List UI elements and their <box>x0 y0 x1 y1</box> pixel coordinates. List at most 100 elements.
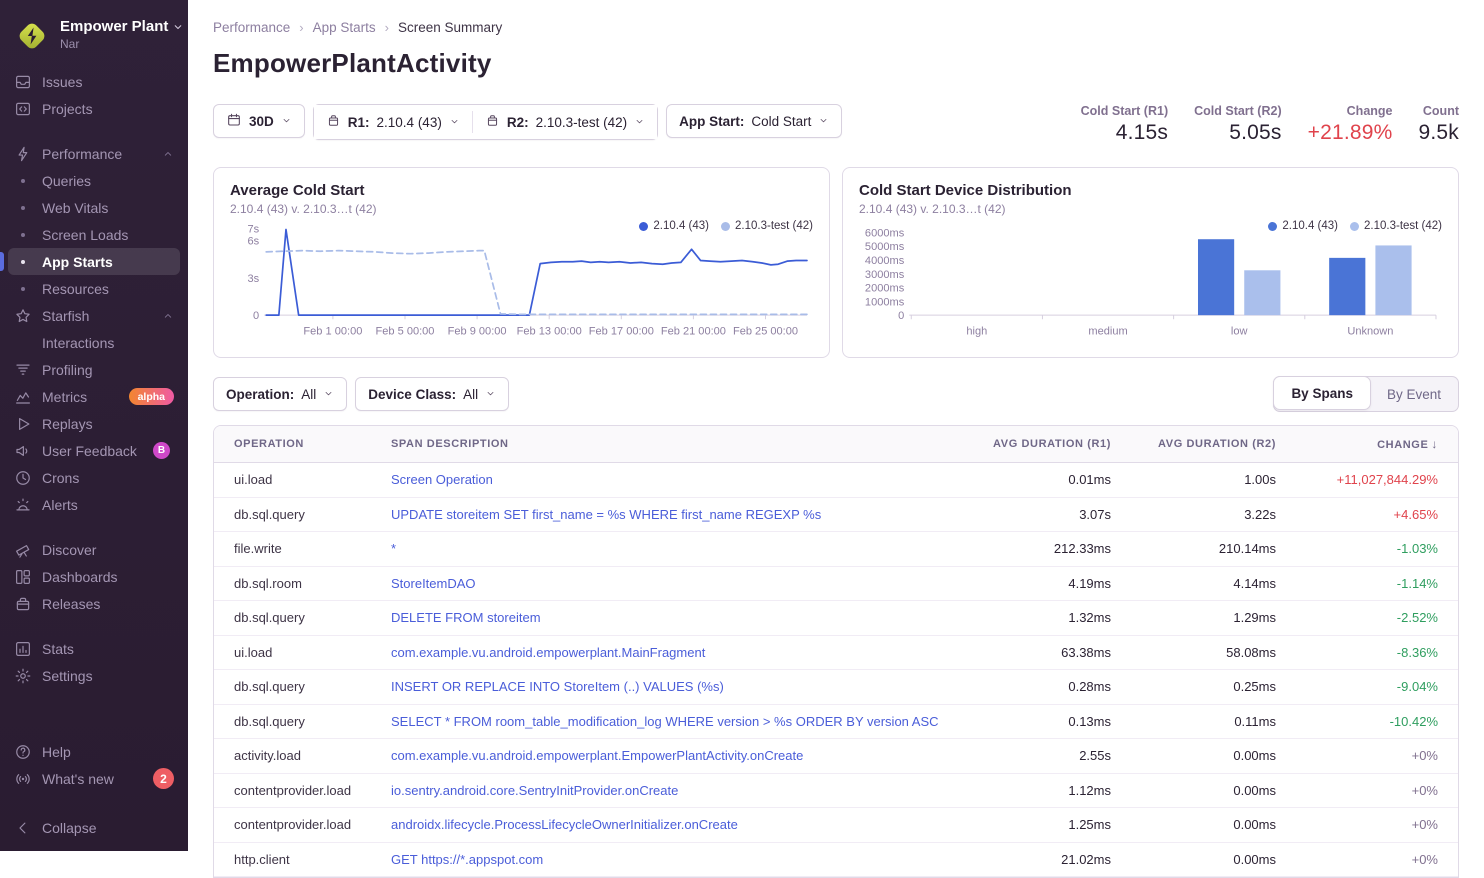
sidebar-item-dashboards[interactable]: Dashboards <box>0 563 188 590</box>
table-row[interactable]: ui.load Screen Operation 0.01ms 1.00s +11,02… <box>214 463 1458 498</box>
cell-avg-duration-r1: 3.07s <box>1079 506 1111 522</box>
metrics-icon <box>16 391 30 404</box>
release-r2-button[interactable]: R2: 2.10.3-test (42) <box>472 105 658 139</box>
release-r1-button[interactable]: R1: 2.10.4 (43) <box>313 105 472 139</box>
legend-item[interactable]: 2.10.4 (43) <box>639 220 709 232</box>
sidebar-item-metrics[interactable]: Metrics alpha <box>0 383 188 410</box>
table-row[interactable]: contentprovider.load io.sentry.android.co… <box>214 773 1458 808</box>
badge-alpha: alpha <box>128 388 174 405</box>
sidebar-item-starfish[interactable]: Starfish <box>0 302 188 329</box>
legend-item[interactable]: 2.10.4 (43) <box>1268 220 1338 232</box>
column-header-operation[interactable]: OPERATION <box>214 438 381 450</box>
sidebar-item-collapse[interactable]: Collapse <box>0 814 188 841</box>
cell-span-description-link[interactable]: Screen Operation <box>391 472 493 488</box>
cell-span-description-link[interactable]: com.example.vu.android.empowerplant.Empo… <box>391 748 804 764</box>
legend-item[interactable]: 2.10.3-test (42) <box>721 220 813 232</box>
cell-avg-duration-r1: 1.32ms <box>1068 610 1111 626</box>
svg-text:Feb 13 00:00: Feb 13 00:00 <box>517 326 582 338</box>
column-header-avg-duration-r1-[interactable]: AVG DURATION (R1) <box>961 438 1121 450</box>
sidebar-item-resources[interactable]: Resources <box>0 275 188 302</box>
calendar-icon <box>226 112 242 131</box>
sidebar-item-what-s-new[interactable]: What's new 2 <box>0 765 188 792</box>
org-switcher[interactable]: Empower Plant Nar <box>0 10 188 68</box>
sidebar-item-replays[interactable]: Replays <box>0 410 188 437</box>
cell-span-description-link[interactable]: * <box>391 541 397 557</box>
column-header-span-description[interactable]: SPAN DESCRIPTION <box>381 438 961 450</box>
cell-span-description-link[interactable]: androidx.lifecycle.ProcessLifecycleOwner… <box>391 817 738 833</box>
chart-title: Cold Start Device Distribution <box>859 182 1072 199</box>
cell-span-description-link[interactable]: com.example.vu.android.empowerplant.Main… <box>391 644 706 660</box>
cell-span-description-link[interactable]: INSERT OR REPLACE INTO StoreItem (..) VA… <box>391 679 724 695</box>
table-row[interactable]: ui.load com.example.vu.android.empowerpla… <box>214 635 1458 670</box>
discover-icon <box>14 541 32 559</box>
tab-by-event[interactable]: By Event <box>1386 386 1441 402</box>
sidebar-item-label: Dashboards <box>42 568 118 585</box>
releases-icon <box>16 597 30 610</box>
breadcrumb-item[interactable]: App Starts <box>312 20 376 35</box>
cell-span-description-link[interactable]: UPDATE storeitem SET first_name = %s WHE… <box>391 506 822 522</box>
sidebar-item-web-vitals[interactable]: Web Vitals <box>0 194 188 221</box>
column-header-change[interactable]: CHANGE ↓ <box>1286 437 1458 451</box>
feedback-icon <box>14 442 32 460</box>
table-row[interactable]: db.sql.query DELETE FROM storeitem 1.32ms 1… <box>214 601 1458 636</box>
table-row[interactable]: file.write * 212.33ms 210.14ms -1.03% <box>214 532 1458 567</box>
sidebar-item-projects[interactable]: Projects <box>0 95 188 122</box>
sidebar-item-app-starts[interactable]: App Starts <box>0 248 180 275</box>
table-row[interactable]: db.sql.room StoreItemDAO 4.19ms 4.14ms -1.14… <box>214 566 1458 601</box>
breadcrumb-item[interactable]: Performance <box>213 20 291 35</box>
chevron-down-icon <box>325 391 332 395</box>
cell-span-description-link[interactable]: StoreItemDAO <box>391 575 476 591</box>
cell-span-description-link[interactable]: DELETE FROM storeitem <box>391 610 541 626</box>
legend-item[interactable]: 2.10.3-test (42) <box>1350 220 1442 232</box>
table-row[interactable]: contentprovider.load androidx.lifecycle.P… <box>214 808 1458 843</box>
sidebar-nav: Issues Projects Performance Queries Web Vita… <box>0 68 188 738</box>
cell-operation: ui.load <box>234 472 273 488</box>
sidebar-item-user-feedback[interactable]: User Feedback B <box>0 437 188 464</box>
cell-avg-duration-r1: 4.19ms <box>1068 575 1111 591</box>
release-cube-icon <box>328 115 338 126</box>
sidebar-item-crons[interactable]: Crons <box>0 464 188 491</box>
legend-dot-icon <box>721 221 731 231</box>
sidebar-item-help[interactable]: Help <box>0 738 188 765</box>
sidebar-item-discover[interactable]: Discover <box>0 536 188 563</box>
table-row[interactable]: db.sql.query INSERT OR REPLACE INTO Store… <box>214 670 1458 705</box>
device-class-filter-button[interactable]: Device Class: All <box>355 377 510 411</box>
discover-icon <box>16 544 30 558</box>
app-start-type-button[interactable]: App Start: Cold Start <box>666 104 843 138</box>
table-row[interactable]: db.sql.query UPDATE storeitem SET first_n… <box>214 497 1458 532</box>
collapse-icon <box>19 822 26 833</box>
sidebar-item-profiling[interactable]: Profiling <box>0 356 188 383</box>
sidebar-item-label: Screen Loads <box>42 226 129 243</box>
table-row[interactable]: http.client GET https://*.appspot.com 21.0… <box>214 842 1458 877</box>
chevron-down-icon <box>485 387 496 402</box>
table-row[interactable]: db.sql.query SELECT * FROM room_table_mod… <box>214 704 1458 739</box>
sidebar-item-interactions[interactable]: Interactions <box>0 329 188 356</box>
sidebar-item-screen-loads[interactable]: Screen Loads <box>0 221 188 248</box>
sidebar-item-issues[interactable]: Issues <box>0 68 188 95</box>
cell-operation: db.sql.query <box>234 610 305 626</box>
sidebar-item-settings[interactable]: Settings <box>0 662 188 689</box>
column-header-avg-duration-r2-[interactable]: AVG DURATION (R2) <box>1121 438 1286 450</box>
table-row[interactable]: activity.load com.example.vu.android.empo… <box>214 739 1458 774</box>
cell-avg-duration-r2: 0.00ms <box>1233 851 1276 867</box>
sidebar-item-queries[interactable]: Queries <box>0 167 188 194</box>
sidebar-item-alerts[interactable]: Alerts <box>0 491 188 518</box>
sidebar-item-stats[interactable]: Stats <box>0 635 188 662</box>
cell-span-description-link[interactable]: GET https://*.appspot.com <box>391 851 544 867</box>
whats-new-icon <box>16 773 30 784</box>
tab-by-spans[interactable]: By Spans <box>1273 376 1371 410</box>
stat-label: Cold Start (R2) <box>1194 104 1282 118</box>
cell-span-description-link[interactable]: io.sentry.android.core.SentryInitProvide… <box>391 782 679 798</box>
sidebar-item-performance[interactable]: Performance <box>0 140 188 167</box>
legend-label: 2.10.4 (43) <box>1282 220 1339 232</box>
cell-change: -8.36% <box>1396 644 1438 660</box>
sidebar-footer: Help What's new 2 Collapse <box>0 738 188 841</box>
cell-span-description-link[interactable]: SELECT * FROM room_table_modification_lo… <box>391 713 939 729</box>
divider <box>471 111 473 133</box>
operation-filter-button[interactable]: Operation: All <box>213 377 348 411</box>
sidebar-item-releases[interactable]: Releases <box>0 590 188 617</box>
sidebar: Empower Plant Nar Issues Projects Performa… <box>0 0 188 851</box>
cell-avg-duration-r1: 0.01ms <box>1068 472 1111 488</box>
date-range-button[interactable]: 30D <box>213 104 305 138</box>
